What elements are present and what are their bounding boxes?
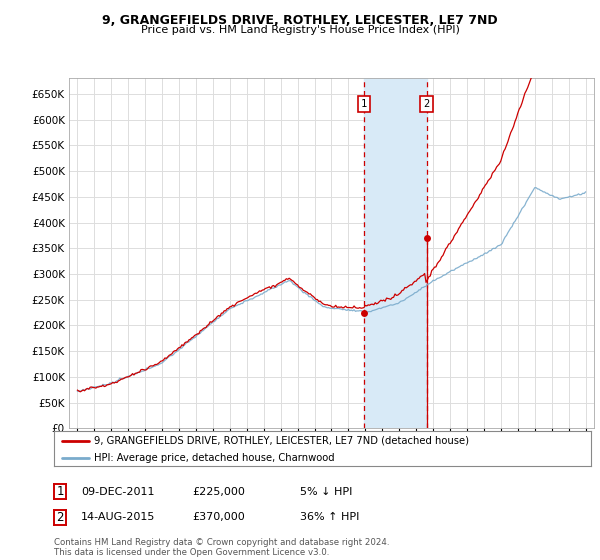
Text: 36% ↑ HPI: 36% ↑ HPI — [300, 512, 359, 522]
Text: Contains HM Land Registry data © Crown copyright and database right 2024.
This d: Contains HM Land Registry data © Crown c… — [54, 538, 389, 557]
Text: HPI: Average price, detached house, Charnwood: HPI: Average price, detached house, Char… — [94, 453, 335, 463]
Text: 1: 1 — [361, 99, 367, 109]
Text: 14-AUG-2015: 14-AUG-2015 — [81, 512, 155, 522]
Text: 2: 2 — [56, 511, 64, 524]
Text: £225,000: £225,000 — [192, 487, 245, 497]
Bar — [364, 78, 427, 428]
Text: 5% ↓ HPI: 5% ↓ HPI — [300, 487, 352, 497]
Text: Price paid vs. HM Land Registry's House Price Index (HPI): Price paid vs. HM Land Registry's House … — [140, 25, 460, 35]
Text: 1: 1 — [56, 485, 64, 498]
Text: 2: 2 — [424, 99, 430, 109]
Text: 09-DEC-2011: 09-DEC-2011 — [81, 487, 155, 497]
Text: 9, GRANGEFIELDS DRIVE, ROTHLEY, LEICESTER, LE7 7ND: 9, GRANGEFIELDS DRIVE, ROTHLEY, LEICESTE… — [102, 14, 498, 27]
Text: £370,000: £370,000 — [192, 512, 245, 522]
Text: 9, GRANGEFIELDS DRIVE, ROTHLEY, LEICESTER, LE7 7ND (detached house): 9, GRANGEFIELDS DRIVE, ROTHLEY, LEICESTE… — [94, 436, 469, 446]
